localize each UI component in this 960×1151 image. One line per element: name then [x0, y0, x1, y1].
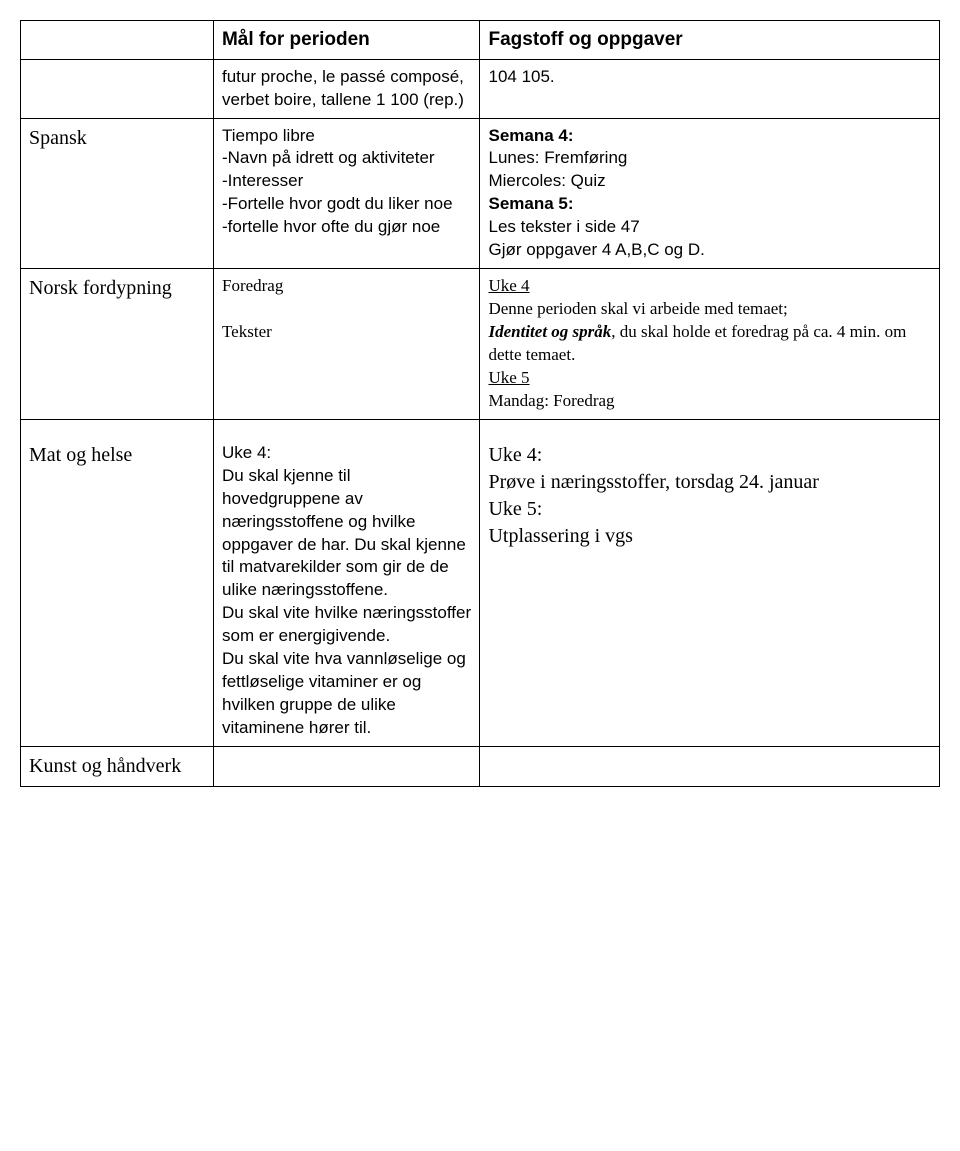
row-kunst: Kunst og håndverk: [21, 746, 940, 786]
row-spansk: Spansk Tiempo libre -Navn på idrett og a…: [21, 118, 940, 269]
norsk-tekster: Tekster: [222, 322, 272, 341]
row-french-goal: futur proche, le passé composé, verbet b…: [213, 59, 480, 118]
mat-uke4: Uke 4:: [488, 444, 542, 466]
spansk-gjor: Gjør oppgaver 4 A,B,C og D.: [488, 240, 704, 259]
mat-prove: Prøve i næringsstoffer, torsdag 24. janu…: [488, 471, 818, 493]
spansk-lunes: Lunes: Fremføring: [488, 148, 627, 167]
row-mat-goal: Uke 4: Du skal kjenne til hovedgruppene …: [213, 419, 480, 746]
norsk-mandag: Mandag: Foredrag: [488, 391, 614, 410]
row-kunst-goal: [213, 746, 480, 786]
norsk-uke4: Uke 4: [488, 276, 529, 295]
row-norsk-content: Uke 4 Denne perioden skal vi arbeide med…: [480, 269, 940, 420]
header-col1: [21, 21, 214, 60]
row-spansk-goal: Tiempo libre -Navn på idrett og aktivite…: [213, 118, 480, 269]
row-french: futur proche, le passé composé, verbet b…: [21, 59, 940, 118]
row-kunst-content: [480, 746, 940, 786]
norsk-uke5: Uke 5: [488, 368, 529, 387]
row-french-label: [21, 59, 214, 118]
header-row: Mål for perioden Fagstoff og oppgaver: [21, 21, 940, 60]
spansk-miercoles: Miercoles: Quiz: [488, 171, 605, 190]
row-french-content: 104 105.: [480, 59, 940, 118]
row-spansk-content: Semana 4: Lunes: Fremføring Miercoles: Q…: [480, 118, 940, 269]
norsk-foredrag: Foredrag: [222, 276, 283, 295]
header-col3: Fagstoff og oppgaver: [480, 21, 940, 60]
row-norsk-label: Norsk fordypning: [21, 269, 214, 420]
norsk-text-b: Identitet og språk: [488, 322, 611, 341]
row-kunst-label: Kunst og håndverk: [21, 746, 214, 786]
spansk-semana4: Semana 4:: [488, 126, 573, 145]
header-col2: Mål for perioden: [213, 21, 480, 60]
spansk-semana5: Semana 5:: [488, 194, 573, 213]
row-norsk: Norsk fordypning Foredrag Tekster Uke 4 …: [21, 269, 940, 420]
row-norsk-goal: Foredrag Tekster: [213, 269, 480, 420]
norsk-text-a: Denne perioden skal vi arbeide med temae…: [488, 299, 787, 318]
row-mat-content: Uke 4: Prøve i næringsstoffer, torsdag 2…: [480, 419, 940, 746]
curriculum-table: Mål for perioden Fagstoff og oppgaver fu…: [20, 20, 940, 787]
row-spansk-label: Spansk: [21, 118, 214, 269]
mat-uke5: Uke 5:: [488, 498, 542, 520]
mat-utplassering: Utplassering i vgs: [488, 525, 632, 547]
row-mat: Mat og helse Uke 4: Du skal kjenne til h…: [21, 419, 940, 746]
row-mat-label: Mat og helse: [21, 419, 214, 746]
spansk-les: Les tekster i side 47: [488, 217, 639, 236]
